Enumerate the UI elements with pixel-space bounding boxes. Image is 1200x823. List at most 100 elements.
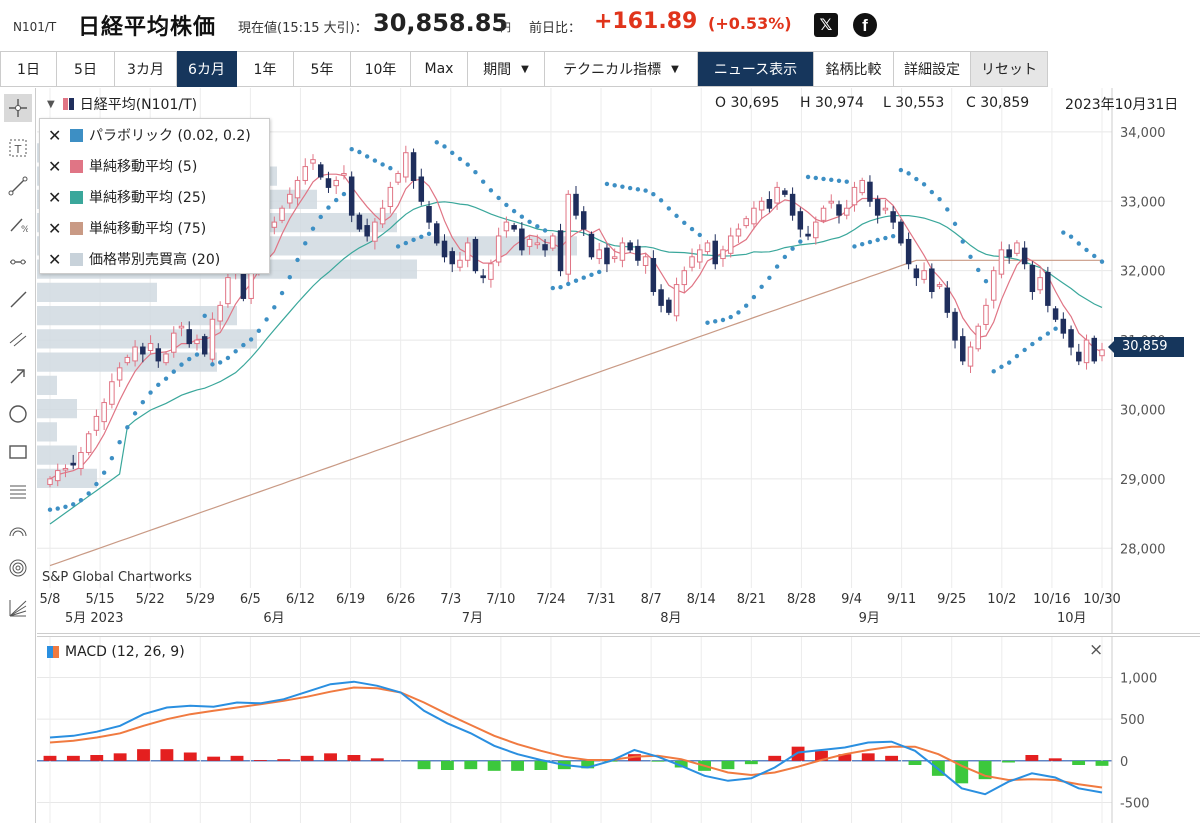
macd-tick-label: 0: [1120, 755, 1128, 770]
range-5d-button[interactable]: 5日: [57, 51, 115, 87]
parabolic-dot: [550, 285, 555, 291]
close-icon[interactable]: ✕: [48, 125, 62, 145]
horizontal-line-tool-icon[interactable]: [4, 248, 32, 276]
parabolic-dot: [318, 214, 323, 220]
candle-body: [975, 325, 981, 350]
parabolic-dot: [597, 269, 602, 275]
circle-tool-icon[interactable]: [4, 400, 32, 428]
percent-line-tool-icon[interactable]: %: [4, 210, 32, 238]
settings-button[interactable]: 詳細設定: [894, 51, 971, 87]
candle-body: [140, 346, 146, 355]
parabolic-dot: [1099, 259, 1105, 264]
close-icon[interactable]: ✕: [48, 218, 62, 238]
ray-tool-icon[interactable]: [4, 286, 32, 314]
ohlc-close: C 30,859: [966, 95, 1030, 111]
arrow-tool-icon[interactable]: [4, 362, 32, 390]
candle-body: [116, 367, 123, 381]
candle-body: [217, 304, 223, 322]
candle-body: [751, 207, 757, 225]
parabolic-dot: [334, 197, 339, 203]
candle-body: [565, 193, 572, 275]
fib-arc-tool-icon[interactable]: [4, 516, 32, 544]
candle-body: [813, 221, 819, 239]
parabolic-dot: [713, 319, 718, 324]
candle-body: [178, 325, 185, 329]
reset-button[interactable]: リセット: [971, 51, 1048, 87]
parabolic-dot: [658, 198, 664, 203]
candle-body: [720, 249, 726, 260]
news-toggle-button[interactable]: ニュース表示: [698, 51, 814, 87]
candle-body: [843, 207, 850, 216]
candle-body: [325, 178, 332, 188]
parabolic-dot: [341, 191, 347, 197]
candle-body: [642, 256, 649, 266]
chevron-down-icon: ▼: [521, 63, 529, 75]
y-tick-label: 34,000: [1120, 126, 1166, 141]
macd-color-icon: [47, 646, 53, 658]
parabolic-dot: [890, 233, 896, 239]
currency-unit: 円: [500, 21, 511, 34]
close-icon[interactable]: ✕: [48, 156, 62, 176]
macd-histogram-bar: [1095, 760, 1109, 766]
candle-body: [171, 332, 177, 353]
x-tick-label: 9/4: [841, 592, 862, 607]
parabolic-dot: [782, 254, 788, 260]
candle-body: [851, 186, 858, 206]
current-price-label: 現在値(15:15 大引)：: [238, 21, 368, 36]
fib-circle-tool-icon[interactable]: [4, 554, 32, 582]
candle-body: [186, 329, 192, 345]
series-title[interactable]: ▼ 日経平均(N101/T): [47, 94, 197, 114]
parabolic-dot: [63, 504, 68, 509]
candle-body: [503, 221, 510, 232]
technical-indicators-dropdown[interactable]: テクニカル指標 ▼: [545, 51, 698, 87]
range-1y-button[interactable]: 1年: [237, 51, 294, 87]
period-dropdown[interactable]: 期間 ▼: [468, 51, 545, 87]
legend-swatch: [70, 190, 83, 204]
parabolic-dot: [395, 244, 401, 249]
fan-tool-icon[interactable]: [4, 594, 32, 622]
parabolic-dot: [581, 275, 586, 280]
x-share-icon[interactable]: 𝕏: [814, 13, 838, 37]
close-icon[interactable]: ✕: [48, 187, 62, 207]
crosshair-tool-icon[interactable]: [4, 94, 32, 122]
compare-button[interactable]: 銘柄比較: [814, 51, 894, 87]
facebook-share-icon[interactable]: f: [853, 13, 877, 37]
range-5y-button[interactable]: 5年: [294, 51, 351, 87]
range-10y-button[interactable]: 10年: [351, 51, 411, 87]
collapse-icon[interactable]: ▼: [47, 98, 55, 110]
chevron-down-icon: ▼: [671, 63, 679, 75]
candle-body: [557, 230, 564, 272]
candle-body: [766, 199, 773, 209]
parabolic-dot: [287, 274, 292, 280]
candle-body: [526, 238, 533, 247]
candle-body: [271, 221, 278, 228]
range-1d-button[interactable]: 1日: [0, 51, 57, 87]
volume-profile-bar: [37, 422, 57, 442]
close-macd-icon[interactable]: ×: [1089, 640, 1104, 660]
price-change-percent: (+0.53%): [708, 14, 792, 33]
parabolic-dot: [689, 226, 695, 232]
channel-tool-icon[interactable]: [4, 324, 32, 352]
text-tool-icon[interactable]: T: [4, 134, 32, 162]
candle-body: [472, 238, 479, 272]
fibonacci-tool-icon[interactable]: [4, 478, 32, 506]
rectangle-tool-icon[interactable]: [4, 438, 32, 466]
parabolic-dot: [860, 241, 865, 247]
parabolic-dot: [125, 425, 130, 430]
parabolic-dot: [1030, 341, 1035, 347]
candle-body: [658, 289, 664, 306]
chart-toolbar: 1日 5日 3カ月 6カ月 1年 5年 10年 Max 期間 ▼ テクニカル指標 ▼…: [0, 51, 1200, 87]
candle-body: [379, 207, 386, 225]
macd-chart[interactable]: 1,000 500 0 -500: [37, 637, 1200, 823]
legend-swatch: [70, 159, 83, 173]
range-6m-button[interactable]: 6カ月: [177, 51, 237, 87]
close-icon[interactable]: ✕: [48, 249, 62, 269]
candle-body: [410, 152, 417, 181]
trendline-tool-icon[interactable]: [4, 172, 32, 200]
macd-panel[interactable]: 1,000 500 0 -500: [37, 636, 1200, 823]
candle-body: [85, 433, 92, 454]
range-max-button[interactable]: Max: [411, 51, 468, 87]
macd-histogram-bar: [487, 760, 501, 771]
range-3m-button[interactable]: 3カ月: [115, 51, 177, 87]
parabolic-dot: [883, 235, 888, 241]
